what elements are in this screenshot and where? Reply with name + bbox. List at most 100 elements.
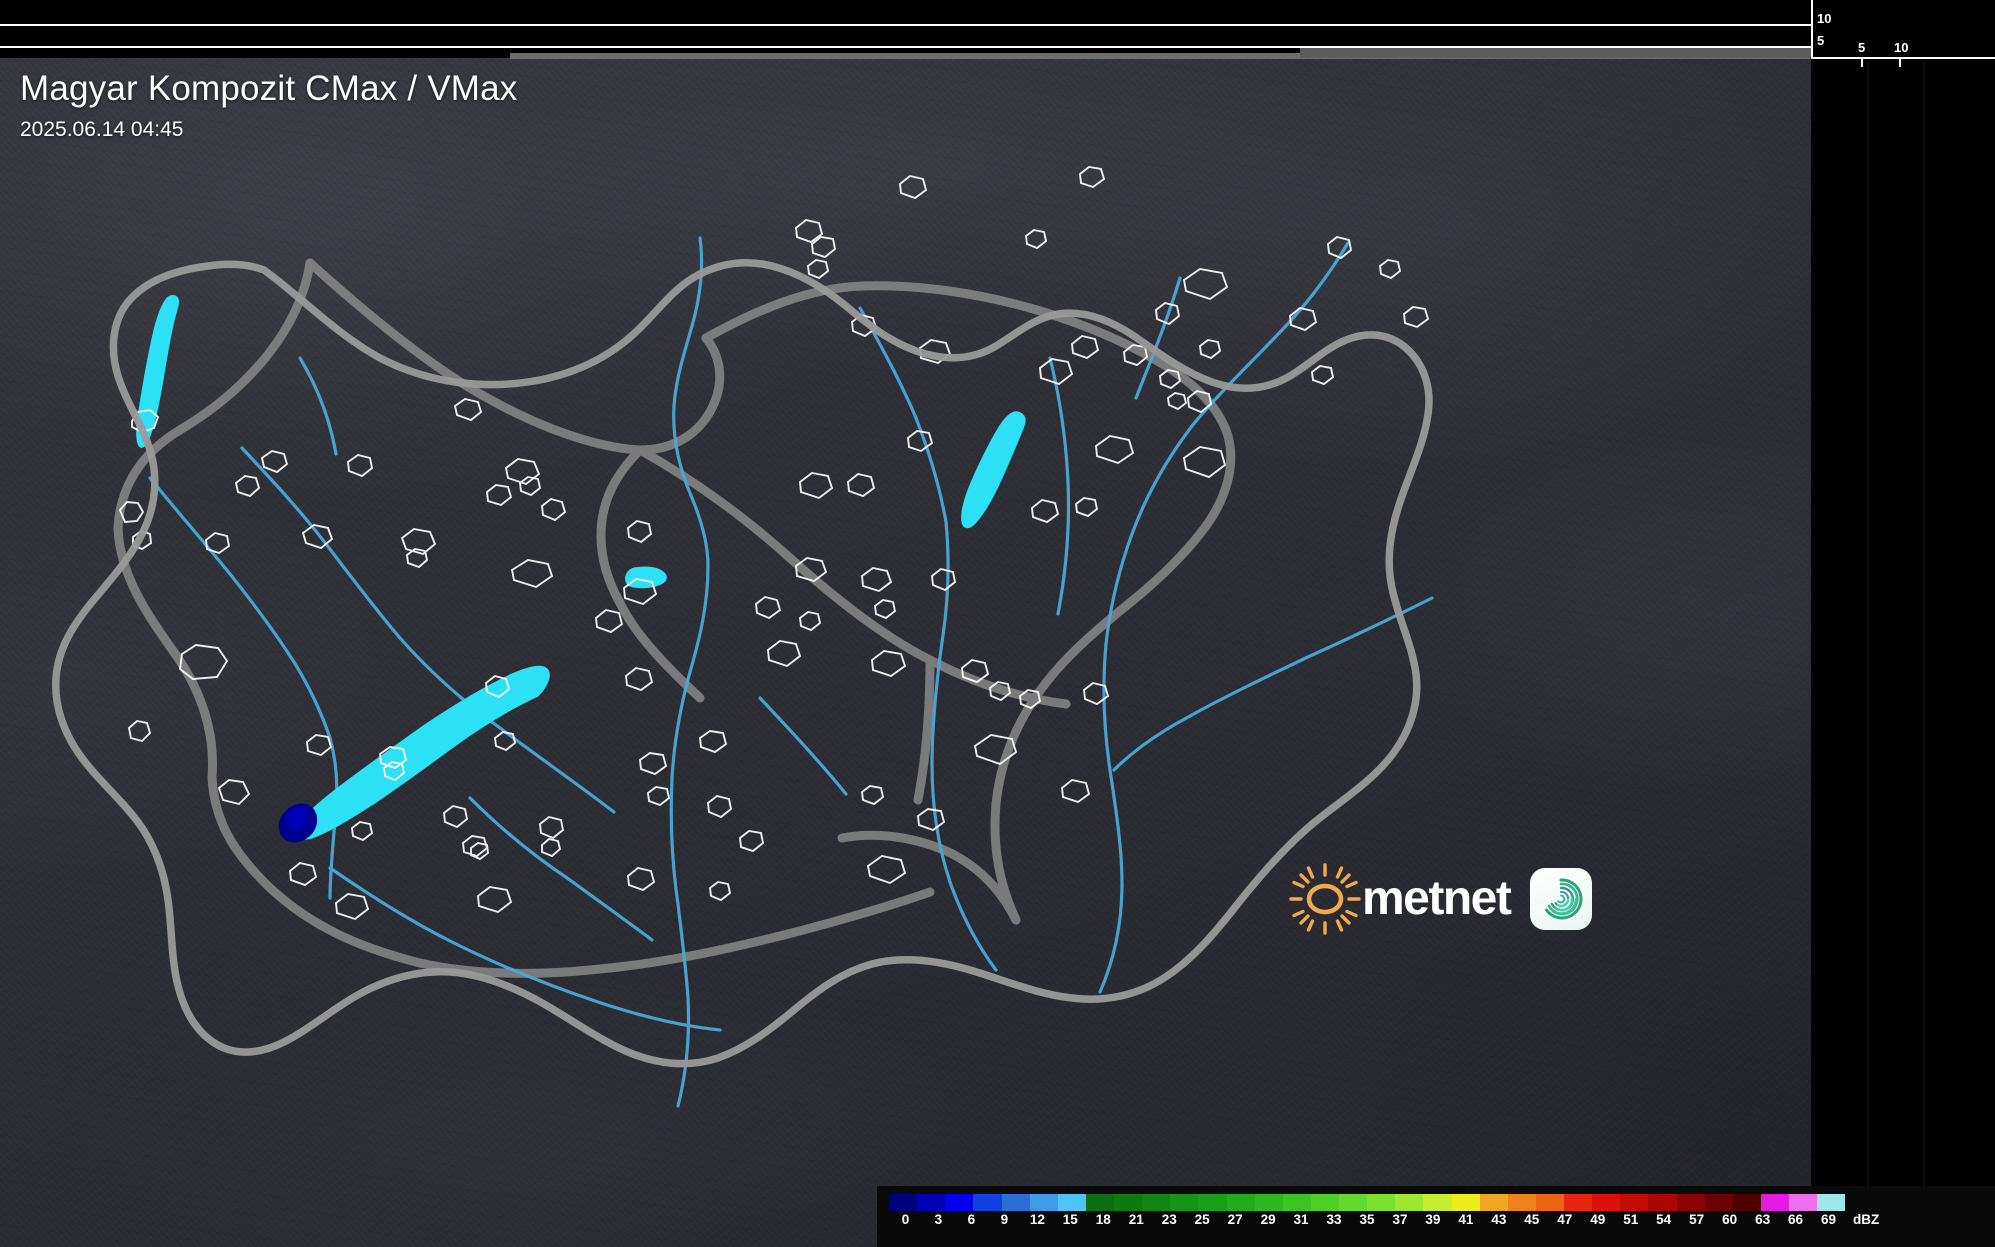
settlement-outlines — [118, 165, 1430, 921]
dbz-tick-35: 35 — [1359, 1212, 1375, 1227]
dbz-swatch-23 — [1535, 1194, 1564, 1211]
dbz-tick-57: 57 — [1689, 1212, 1705, 1227]
dbz-tick-43: 43 — [1491, 1212, 1507, 1227]
dbz-tick-labels: 0 3 6 9 12 15 18 21 23 25 27 29 31 33 35 37 39 41 43 45 47 49… — [877, 1213, 1995, 1235]
dbz-tick-6: 6 — [967, 1212, 976, 1227]
dbz-tick-27: 27 — [1227, 1212, 1243, 1227]
dbz-tick-0: 0 — [901, 1212, 910, 1227]
top-chart-band — [0, 0, 1811, 59]
dbz-swatch-18 — [1395, 1194, 1424, 1211]
dbz-swatch-21 — [1479, 1194, 1508, 1211]
dbz-tick-37: 37 — [1392, 1212, 1408, 1227]
metnet-logo[interactable]: metnet — [1288, 862, 1593, 936]
dbz-tick-47: 47 — [1557, 1212, 1573, 1227]
dbz-tick-25: 25 — [1194, 1212, 1210, 1227]
dbz-swatch-10 — [1170, 1194, 1199, 1211]
radar-echo-layer — [278, 803, 318, 843]
dbz-swatch-25 — [1592, 1194, 1621, 1211]
dbz-tick-12: 12 — [1029, 1212, 1045, 1227]
dbz-tick-31: 31 — [1293, 1212, 1309, 1227]
radar-map-canvas[interactable] — [0, 58, 1811, 1247]
dbz-tick-45: 45 — [1524, 1212, 1540, 1227]
dbz-swatch-16 — [1339, 1194, 1368, 1211]
dbz-tick-3: 3 — [934, 1212, 943, 1227]
metnet-spiral-app-icon[interactable] — [1530, 868, 1593, 930]
dbz-unit-label: dBZ — [1853, 1212, 1880, 1227]
dbz-swatch-15 — [1310, 1194, 1339, 1211]
dbz-tick-21: 21 — [1128, 1212, 1144, 1227]
page-title: Magyar Kompozit CMax / VMax — [20, 69, 518, 108]
lakes-layer — [136, 295, 1026, 840]
terrain-shaded-relief — [0, 58, 1811, 1247]
dbz-tick-29: 29 — [1260, 1212, 1276, 1227]
dbz-swatch-14 — [1282, 1194, 1311, 1211]
dbz-swatch-5 — [1029, 1194, 1058, 1211]
dbz-swatch-22 — [1507, 1194, 1536, 1211]
dbz-swatch-31 — [1760, 1194, 1789, 1211]
chart-x-axis-line — [1811, 57, 1995, 59]
dbz-swatch-33 — [1817, 1194, 1846, 1211]
dbz-color-swatches — [889, 1194, 1846, 1211]
chart-x-tickmark-5 — [1861, 59, 1863, 67]
dbz-swatch-9 — [1142, 1194, 1171, 1211]
country-border-hungary — [52, 258, 1433, 1068]
map-vector-layer — [52, 165, 1434, 1108]
dbz-swatch-0 — [889, 1194, 918, 1211]
dbz-tick-15: 15 — [1062, 1212, 1078, 1227]
metnet-wordmark: metnet — [1362, 872, 1512, 925]
sun-icon — [1288, 862, 1362, 936]
chart-x-tick-5: 5 — [1858, 40, 1866, 55]
chart-y-axis-line — [1811, 0, 1813, 58]
motorway-network — [113, 258, 1236, 978]
chart-bar-segment-right — [1300, 48, 1811, 58]
dbz-color-scale: 0 3 6 9 12 15 18 21 23 25 27 29 31 33 35 37 39 41 43 45 47 49… — [877, 1186, 1995, 1247]
dbz-tick-66: 66 — [1788, 1212, 1804, 1227]
river-network — [148, 236, 1434, 1108]
dbz-tick-9: 9 — [1000, 1212, 1009, 1227]
dbz-swatch-2 — [945, 1194, 974, 1211]
dbz-swatch-6 — [1057, 1194, 1086, 1211]
dbz-tick-60: 60 — [1722, 1212, 1738, 1227]
dbz-tick-23: 23 — [1161, 1212, 1177, 1227]
dbz-swatch-13 — [1254, 1194, 1283, 1211]
dbz-swatch-3 — [973, 1194, 1002, 1211]
dbz-swatch-29 — [1704, 1194, 1733, 1211]
terrain-texture-overlay — [0, 58, 1811, 1247]
dbz-tick-41: 41 — [1458, 1212, 1474, 1227]
top-chart-axis-panel: 10 5 5 10 — [1811, 0, 1995, 67]
dbz-swatch-8 — [1114, 1194, 1143, 1211]
dbz-swatch-30 — [1732, 1194, 1761, 1211]
chart-y-tick-5: 5 — [1817, 33, 1825, 48]
dbz-swatch-11 — [1198, 1194, 1227, 1211]
map-header: Magyar Kompozit CMax / VMax 2025.06.14 0… — [20, 69, 518, 142]
dbz-tick-39: 39 — [1425, 1212, 1441, 1227]
dbz-swatch-1 — [917, 1194, 946, 1211]
chart-bar-segment-left — [510, 53, 1810, 59]
dbz-tick-49: 49 — [1590, 1212, 1606, 1227]
dbz-tick-18: 18 — [1095, 1212, 1111, 1227]
gutter-divider-1 — [1867, 62, 1869, 1186]
right-black-gutter — [1811, 62, 1995, 1186]
chart-gridline-upper — [0, 24, 1811, 26]
dbz-tick-54: 54 — [1656, 1212, 1672, 1227]
dbz-swatch-24 — [1564, 1194, 1593, 1211]
dbz-swatch-7 — [1085, 1194, 1114, 1211]
chart-x-tick-10: 10 — [1894, 40, 1909, 55]
dbz-swatch-12 — [1226, 1194, 1255, 1211]
dbz-swatch-28 — [1676, 1194, 1705, 1211]
dbz-swatch-4 — [1001, 1194, 1030, 1211]
dbz-tick-33: 33 — [1326, 1212, 1342, 1227]
chart-x-tickmark-10 — [1899, 59, 1901, 67]
dbz-swatch-17 — [1367, 1194, 1396, 1211]
dbz-tick-69: 69 — [1821, 1212, 1837, 1227]
gutter-divider-2 — [1923, 62, 1925, 1186]
timestamp-label: 2025.06.14 04:45 — [20, 117, 184, 141]
dbz-swatch-19 — [1423, 1194, 1452, 1211]
dbz-tick-63: 63 — [1755, 1212, 1771, 1227]
dbz-tick-51: 51 — [1623, 1212, 1639, 1227]
chart-gridline-lower — [0, 46, 1811, 48]
chart-y-tick-10: 10 — [1817, 11, 1832, 26]
dbz-swatch-32 — [1789, 1194, 1818, 1211]
dbz-swatch-26 — [1620, 1194, 1649, 1211]
